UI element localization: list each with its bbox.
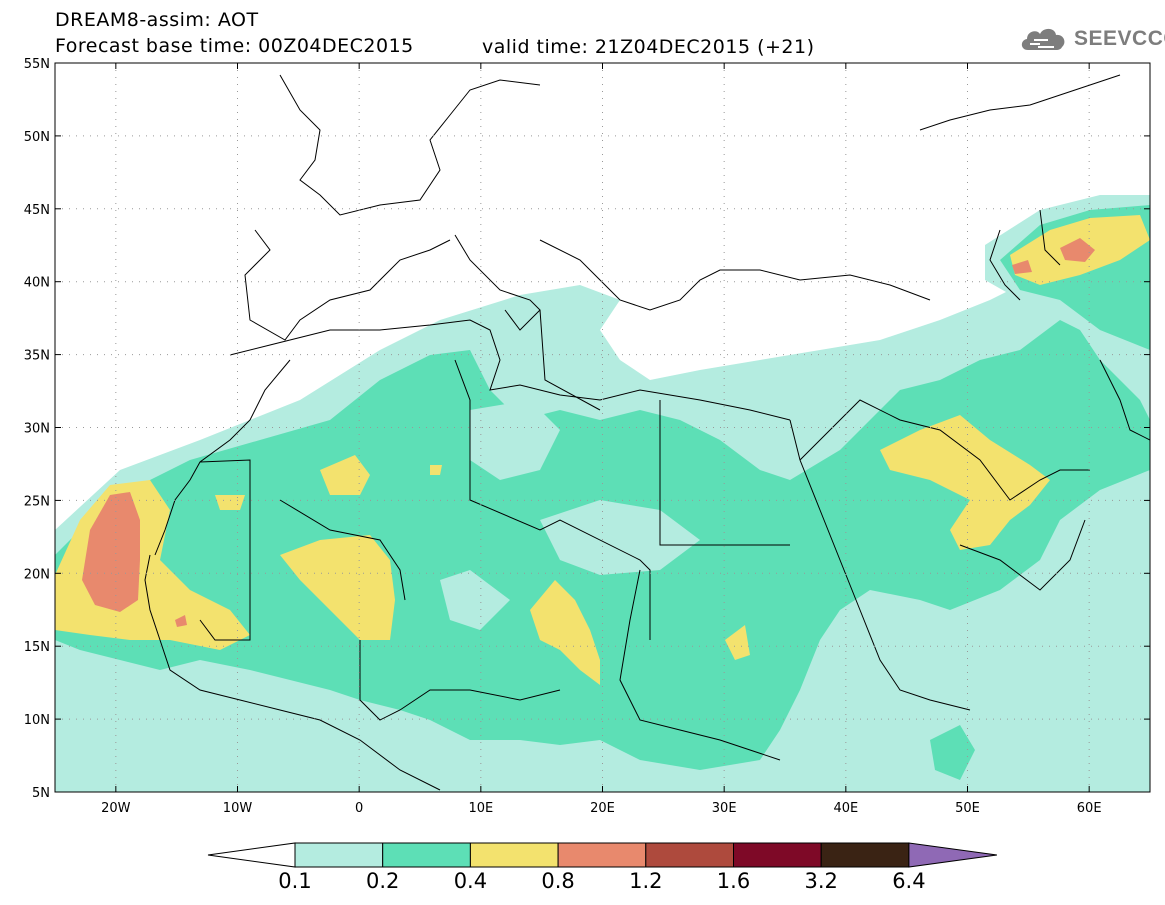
- lat-tick-label: 10N: [24, 713, 50, 728]
- lat-tick-label: 20N: [24, 567, 50, 582]
- colorbar-label: 1.2: [629, 869, 662, 893]
- colorbar-label: 1.6: [717, 869, 750, 893]
- colorbar-segment: [645, 842, 734, 868]
- lat-tick-label: 50N: [24, 130, 50, 145]
- valid-time: valid time: 21Z04DEC2015 (+21): [482, 36, 815, 58]
- colorbar-label: 0.4: [454, 869, 487, 893]
- colorbar-label: 0.2: [366, 869, 399, 893]
- axis-ticks: 5N 10N 15N 20N 25N 30N 35N 40N 45N 50N 55N 20W 10W 0 1…: [24, 57, 1150, 816]
- colorbar-segment: [469, 842, 559, 868]
- colorbar-segment: [382, 842, 471, 868]
- colorbar-label: 6.4: [892, 869, 925, 893]
- lon-tick-label: 30E: [712, 801, 737, 816]
- chart-title: DREAM8-assim: AOT: [55, 9, 259, 31]
- lon-tick-label: 60E: [1077, 801, 1102, 816]
- cloud-icon: [1021, 28, 1065, 50]
- colorbar-segment: [294, 842, 384, 868]
- lat-tick-label: 15N: [24, 640, 50, 655]
- colorbar-max-triangle: [908, 842, 997, 868]
- lat-tick-label: 30N: [24, 422, 50, 437]
- seevccc-logo: SEEVCCC: [1018, 22, 1165, 56]
- colorbar-segment: [557, 842, 647, 868]
- forecast-base-time: Forecast base time: 00Z04DEC2015: [55, 35, 414, 57]
- lon-tick-label: 50E: [955, 801, 980, 816]
- lon-tick-label: 20E: [590, 801, 615, 816]
- colorbar-segment: [733, 842, 822, 868]
- lat-tick-label: 25N: [24, 494, 50, 509]
- lat-tick-label: 35N: [24, 349, 50, 364]
- colorbar-label: 0.1: [278, 869, 311, 893]
- lon-tick-label: 20W: [101, 801, 131, 816]
- colorbar-min-triangle: [207, 842, 296, 868]
- lon-tick-label: 10E: [468, 801, 493, 816]
- lat-tick-label: 5N: [32, 786, 50, 801]
- lon-tick-label: 0: [355, 801, 363, 816]
- aot-band-0.8-1.2: [82, 238, 1095, 627]
- colorbar-label: 0.8: [541, 869, 574, 893]
- lon-tick-label: 40E: [833, 801, 858, 816]
- lat-tick-label: 40N: [24, 276, 50, 291]
- lat-tick-label: 45N: [24, 203, 50, 218]
- colorbar: 0.1 0.2 0.4 0.8 1.2 1.6 3.2 6.4: [207, 842, 997, 893]
- colorbar-label: 3.2: [804, 869, 837, 893]
- lat-tick-label: 55N: [24, 57, 50, 72]
- colorbar-segment: [820, 842, 910, 868]
- lon-tick-label: 10W: [223, 801, 253, 816]
- coastlines-borders: [144, 74, 1150, 791]
- gridlines: [55, 63, 1150, 792]
- logo-text: SEEVCCC: [1074, 27, 1165, 50]
